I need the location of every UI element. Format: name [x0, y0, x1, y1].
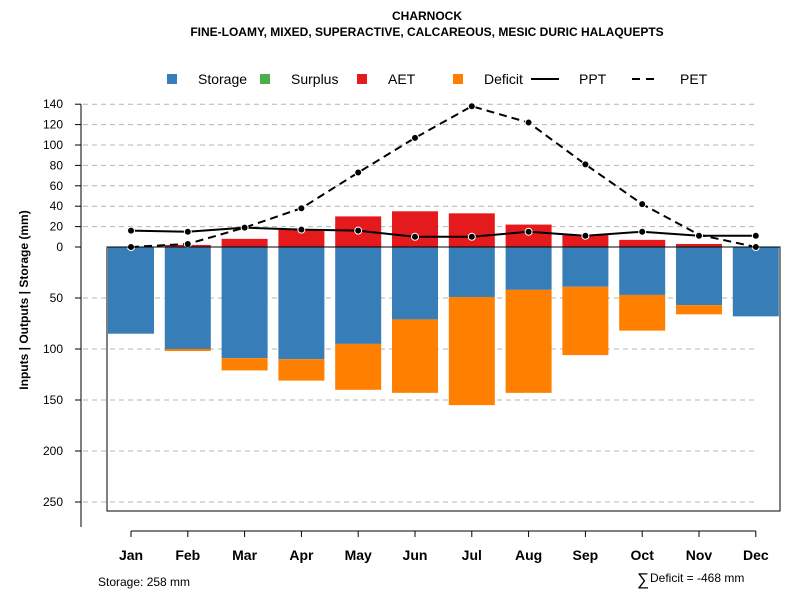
bar-aet [676, 243, 722, 247]
deficit-total: Deficit = -468 mm [650, 571, 744, 585]
bar-aet [619, 239, 666, 247]
aet-legend-swatch [357, 74, 367, 84]
y-tick-label: 140 [43, 97, 63, 111]
ppt-legend-label: PPT [579, 71, 607, 87]
x-tick-label: Mar [232, 547, 257, 563]
bar-aet [505, 224, 552, 247]
bar-storage [278, 247, 325, 360]
y-tick-label: 40 [50, 199, 64, 213]
legend: Storage Surplus AET Deficit PPT PET [167, 71, 708, 87]
bar-deficit [619, 294, 666, 331]
x-tick-label: Sep [573, 547, 599, 563]
deficit-legend-swatch [453, 74, 463, 84]
point-ppt [127, 226, 135, 235]
y-tick-label: 250 [43, 495, 63, 509]
bar-storage [164, 247, 211, 349]
bar-storage [108, 247, 154, 334]
point-ppt [411, 232, 419, 241]
sum-symbol: ∑ [637, 570, 649, 589]
x-tick-label: Jun [403, 547, 428, 563]
y-tick-label: 50 [50, 291, 64, 305]
point-ppt [581, 231, 590, 240]
point-ppt [638, 227, 647, 236]
storage-legend-label: Storage [198, 71, 247, 87]
storage-total: Storage: 258 mm [98, 575, 190, 589]
x-tick-label: Dec [743, 547, 769, 563]
x-tick-label: Aug [515, 547, 542, 563]
point-ppt [297, 225, 306, 234]
bar-storage [392, 247, 438, 320]
point-pet [524, 118, 533, 127]
x-tick-label: Feb [175, 547, 200, 563]
point-ppt [240, 223, 249, 232]
bar-aet [562, 234, 609, 247]
y-tick-label: 200 [43, 444, 63, 458]
aet-legend-label: AET [388, 71, 416, 87]
y-tick-label: 100 [43, 342, 63, 356]
lines [127, 102, 760, 251]
bar-aet [392, 211, 438, 247]
line-ppt [130, 226, 756, 238]
bar-storage [676, 247, 722, 306]
deficit-legend-label: Deficit [484, 71, 523, 87]
x-tick-label: Jul [462, 547, 482, 563]
point-ppt [524, 227, 533, 236]
y-tick-label: 100 [43, 138, 63, 152]
bar-deficit [676, 305, 722, 315]
bar-storage [221, 247, 268, 359]
y-tick-label: 20 [50, 220, 64, 234]
bar-storage [505, 247, 552, 290]
surplus-legend-swatch [260, 74, 270, 84]
x-tick-label: Jan [119, 547, 143, 563]
bar-storage [335, 247, 382, 344]
bar-deficit [505, 289, 552, 393]
bar-deficit [392, 319, 438, 393]
point-ppt [695, 231, 703, 240]
point-pet [638, 200, 647, 209]
bars [108, 211, 779, 406]
y-tick-label: 60 [50, 179, 64, 193]
x-tick-label: May [345, 547, 372, 563]
x-tick-label: Oct [631, 547, 655, 563]
chart-subtitle: FINE-LOAMY, MIXED, SUPERACTIVE, CALCAREO… [190, 25, 663, 39]
x-tick-label: Nov [686, 547, 713, 563]
bar-storage [732, 247, 779, 317]
point-pet [297, 204, 306, 213]
chart-title: CHARNOCK [392, 9, 462, 23]
y-tick-label: 120 [43, 118, 63, 132]
y-tick-label: 80 [50, 158, 64, 172]
bar-aet [448, 213, 495, 247]
point-ppt [467, 232, 476, 241]
storage-legend-swatch [167, 74, 177, 84]
bar-storage [619, 247, 666, 295]
point-ppt [183, 227, 192, 236]
bar-deficit [221, 358, 268, 371]
y-axis-label: Inputs | Outputs | Storage (mm) [17, 210, 31, 389]
line-pet [130, 105, 757, 248]
bar-aet [221, 238, 268, 247]
bar-deficit [278, 359, 325, 381]
point-pet [183, 239, 192, 248]
point-pet [411, 133, 419, 142]
y-tick-label: 150 [43, 393, 63, 407]
bar-deficit [562, 286, 609, 356]
bar-deficit [448, 296, 495, 406]
point-pet [354, 168, 363, 177]
bar-aet [278, 229, 325, 247]
point-pet [467, 102, 476, 111]
point-pet [581, 160, 590, 169]
x-tick-label: Apr [289, 547, 314, 563]
surplus-legend-label: Surplus [291, 71, 338, 87]
bar-deficit [335, 343, 382, 390]
pet-legend-label: PET [680, 71, 708, 87]
bar-deficit [164, 349, 211, 352]
bar-storage [562, 247, 609, 287]
bar-storage [448, 247, 495, 297]
y-tick-label: 0 [56, 240, 63, 254]
point-ppt [751, 231, 760, 240]
point-ppt [354, 226, 363, 235]
